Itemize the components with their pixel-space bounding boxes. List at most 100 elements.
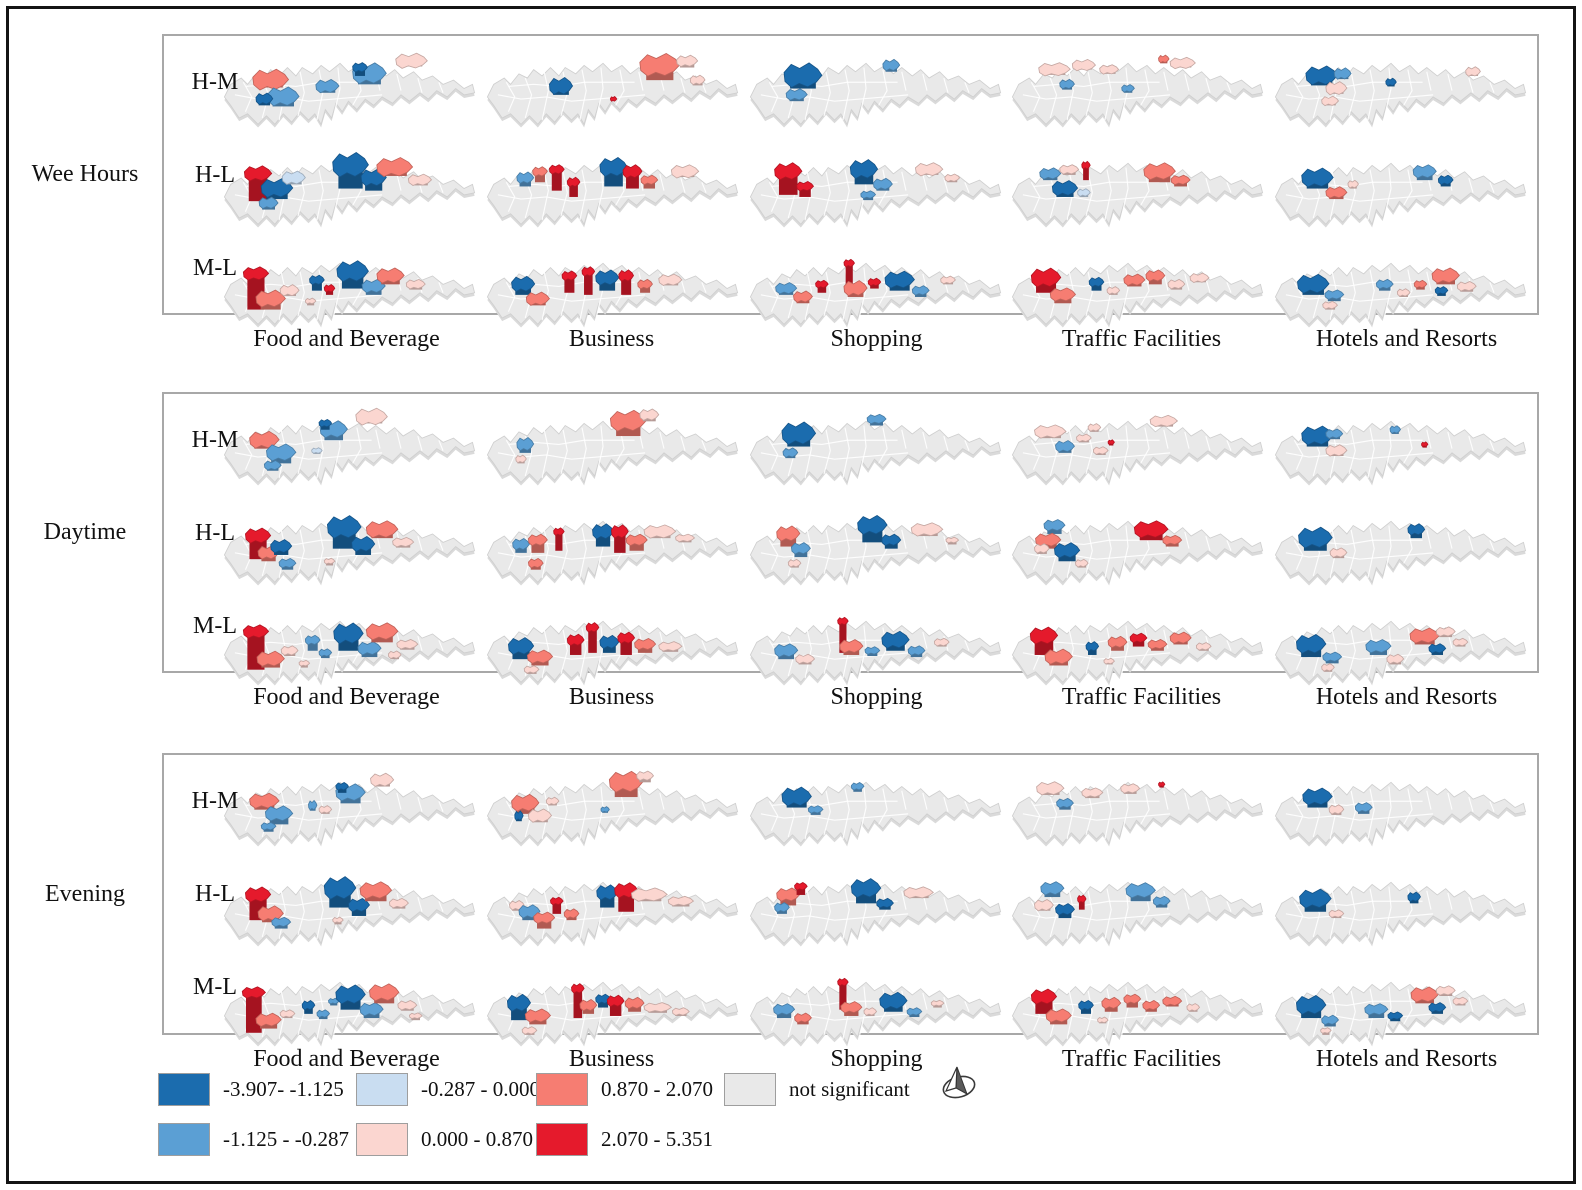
cluster-blob-R1	[945, 536, 959, 544]
row-label-h-l: H-L	[195, 881, 235, 908]
cluster-blob-B2	[866, 413, 887, 425]
choropleth-map	[486, 981, 738, 1047]
cluster-blob-R2	[1123, 993, 1142, 1004]
choropleth-map	[749, 781, 1001, 847]
cluster-blob-B2	[361, 278, 386, 293]
cluster-blob-R1	[332, 916, 344, 924]
cluster-blob-R2	[1050, 287, 1077, 302]
cluster-blob-R3	[566, 633, 585, 646]
row-label-h-m: H-M	[191, 427, 239, 454]
cluster-blob-R1	[1088, 423, 1102, 432]
cluster-blob-B3	[332, 151, 369, 178]
cluster-blob-B3	[880, 630, 910, 649]
cluster-blob-R1	[1328, 909, 1345, 918]
cluster-blob-R1	[1328, 804, 1345, 815]
cluster-blob-R1	[1325, 81, 1348, 96]
cluster-blob-R1	[674, 533, 695, 543]
choropleth-map	[223, 772, 476, 847]
cluster-blob-B2	[1059, 78, 1076, 90]
cluster-blob-R1	[1196, 641, 1213, 651]
choropleth-map	[486, 156, 738, 228]
cluster-blob-R1	[545, 796, 560, 806]
cluster-blob-R1	[1329, 547, 1348, 558]
cluster-blob-R1	[658, 273, 683, 286]
row-label-h-l: H-L	[195, 162, 235, 189]
cluster-blob-B2	[1043, 518, 1066, 532]
map-cell-wee-hours-m-l-1	[216, 236, 479, 336]
cluster-blob-R2	[252, 68, 290, 91]
cluster-blob-B1	[1077, 188, 1092, 197]
cluster-blob-R2	[1147, 638, 1168, 650]
cluster-blob-R1	[675, 54, 699, 68]
choropleth-map	[1012, 781, 1264, 847]
cluster-blob-R1	[397, 999, 418, 1011]
cluster-blob-R2	[376, 156, 414, 177]
cluster-blob-B3	[783, 62, 823, 89]
cluster-blob-B3	[270, 538, 293, 554]
cluster-blob-R3	[795, 180, 814, 192]
cluster-blob-R3	[843, 258, 855, 268]
cluster-blob-R1	[1322, 300, 1339, 310]
cluster-blob-B2	[864, 646, 880, 655]
cluster-blob-B2	[278, 557, 297, 569]
cluster-blob-R2	[531, 166, 548, 177]
cluster-blob-B3	[599, 634, 620, 649]
choropleth-map	[1275, 620, 1527, 686]
cluster-blob-R1	[1186, 1002, 1201, 1012]
cluster-blob-B2	[1364, 1002, 1389, 1016]
map-cell-wee-hours-m-l-2	[479, 236, 742, 336]
column-label-food-and-beverage: Food and Beverage	[253, 1045, 440, 1072]
cluster-blob-R3	[618, 269, 634, 282]
choropleth-map	[1275, 881, 1527, 947]
cluster-blob-B2	[1355, 802, 1373, 813]
column-label-hotels-and-resorts: Hotels and Resorts	[1315, 325, 1498, 352]
map-cell-wee-hours-h-l-2	[479, 136, 742, 236]
cluster-blob-R2	[249, 430, 280, 449]
map-cell-daytime-h-l-3	[742, 494, 1005, 594]
panel-title-wee-hours: Wee Hours	[31, 161, 139, 187]
cluster-blob-R2	[527, 533, 548, 546]
legend-label: 0.000 - 0.870	[421, 1126, 533, 1151]
map-cell-daytime-h-m-3	[742, 394, 1005, 494]
map-cell-evening-m-l-5	[1267, 955, 1530, 1055]
cluster-blob-R1	[523, 664, 540, 674]
cluster-blob-R3	[570, 982, 585, 994]
cluster-blob-R2	[579, 998, 598, 1012]
legend-swatch-b3	[158, 1072, 210, 1106]
cluster-blob-R1	[392, 536, 415, 548]
cluster-blob-B3	[1296, 994, 1327, 1015]
cluster-blob-R3	[606, 994, 625, 1007]
cluster-blob-B3	[875, 897, 894, 909]
choropleth-map	[1275, 262, 1527, 328]
cluster-blob-B3	[1407, 891, 1422, 902]
cluster-blob-B2	[774, 281, 797, 295]
cluster-blob-R1	[1081, 787, 1104, 798]
cluster-blob-B2	[790, 542, 811, 555]
cluster-blob-R2	[257, 905, 284, 922]
cluster-blob-B2	[906, 1007, 922, 1016]
legend-item: -0.287 - 0.000	[356, 1072, 540, 1106]
cluster-blob-R3	[566, 176, 581, 188]
cluster-blob-B3	[255, 92, 274, 105]
column-labels: Food and Beverage Business Shopping Traffic…	[162, 678, 1539, 716]
row-label-h-m: H-M	[191, 69, 239, 96]
cluster-blob-B2	[1412, 164, 1437, 179]
cluster-blob-B2	[516, 171, 534, 184]
cluster-blob-R3	[243, 165, 273, 182]
cluster-blob-R2	[633, 637, 656, 651]
cluster-blob-B2	[1153, 895, 1172, 907]
choropleth-map	[223, 620, 476, 686]
cluster-blob-R1	[318, 805, 333, 814]
cluster-blob-R1	[389, 897, 409, 909]
cluster-blob-B2	[1322, 651, 1343, 662]
map-cell-evening-m-l-1	[216, 955, 479, 1055]
cluster-blob-B2	[516, 436, 534, 452]
cluster-blob-B2	[271, 916, 292, 928]
cluster-blob-B3	[1078, 999, 1095, 1011]
legend-item: 0.870 - 2.070	[536, 1072, 724, 1106]
cluster-blob-R1	[527, 808, 552, 823]
cluster-blob-B3	[348, 897, 371, 913]
cluster-blob-B2	[1324, 289, 1345, 300]
cluster-blob-B2	[785, 88, 808, 101]
cluster-blob-R1	[1120, 783, 1141, 794]
